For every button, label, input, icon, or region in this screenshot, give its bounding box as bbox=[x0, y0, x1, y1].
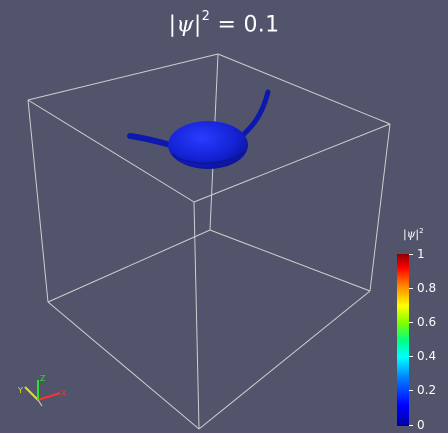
isovalue-title: |ψ|2 = 0.1 bbox=[0, 9, 448, 38]
colorbar-tick bbox=[409, 425, 413, 426]
z-axis-label: Z bbox=[40, 374, 46, 383]
x-axis-label: X bbox=[61, 389, 67, 398]
bounding-box bbox=[27, 53, 391, 430]
x-axis-line bbox=[37, 392, 61, 401]
box-edge-back-top-left bbox=[27, 53, 219, 101]
box-edge-back-top-right bbox=[217, 53, 391, 125]
colorbar-title-abs-right: | bbox=[415, 227, 420, 241]
colorbar-title-abs-left: | bbox=[403, 227, 407, 241]
colorbar-label-1: 1 bbox=[417, 247, 425, 261]
colorbar-label-0.4: 0.4 bbox=[417, 349, 437, 363]
colorbar-tick bbox=[409, 254, 413, 255]
colorbar-label-0.2: 0.2 bbox=[417, 383, 437, 397]
colorbar-tick bbox=[409, 390, 413, 391]
colorbar-title-psi: ψ bbox=[406, 227, 416, 241]
title-abs-right: | bbox=[193, 12, 202, 38]
colorbar-tick bbox=[409, 356, 413, 357]
y-axis-label: Y bbox=[18, 386, 23, 395]
colorbar-tick bbox=[409, 288, 413, 289]
title-psi-symbol: ψ bbox=[176, 12, 194, 38]
box-edge-front-bottom-left bbox=[47, 301, 200, 430]
box-edge-front-vertical bbox=[193, 201, 200, 430]
box-edge-back-bottom-right bbox=[209, 229, 371, 292]
isosurface-blob bbox=[168, 121, 248, 169]
box-edge-front-top-left bbox=[27, 99, 195, 203]
box-edge-front-bottom-right bbox=[198, 290, 371, 430]
title-equals: = bbox=[217, 12, 237, 38]
box-edge-back-bottom-left bbox=[47, 229, 211, 303]
colorbar-gradient bbox=[397, 254, 409, 426]
title-abs-left: | bbox=[168, 12, 177, 38]
colorbar-label-0: 0 bbox=[417, 418, 425, 432]
box-edge-front-top-right bbox=[193, 123, 391, 203]
isosurface bbox=[127, 89, 271, 169]
colorbar-title-exponent: 2 bbox=[419, 227, 424, 235]
title-exponent: 2 bbox=[201, 9, 211, 24]
box-edge-right-vertical bbox=[369, 123, 391, 292]
orientation-axes bbox=[24, 380, 61, 407]
colorbar-label-0.8: 0.8 bbox=[417, 281, 437, 295]
colorbar-label-0.6: 0.6 bbox=[417, 315, 437, 329]
y-axis-line bbox=[24, 386, 39, 401]
isosurface-filament-left bbox=[127, 133, 177, 149]
box-edge-left-vertical bbox=[27, 99, 49, 303]
title-value: 0.1 bbox=[243, 12, 280, 38]
colorbar-tick bbox=[409, 322, 413, 323]
colorbar-title: |ψ|2 bbox=[403, 227, 424, 241]
